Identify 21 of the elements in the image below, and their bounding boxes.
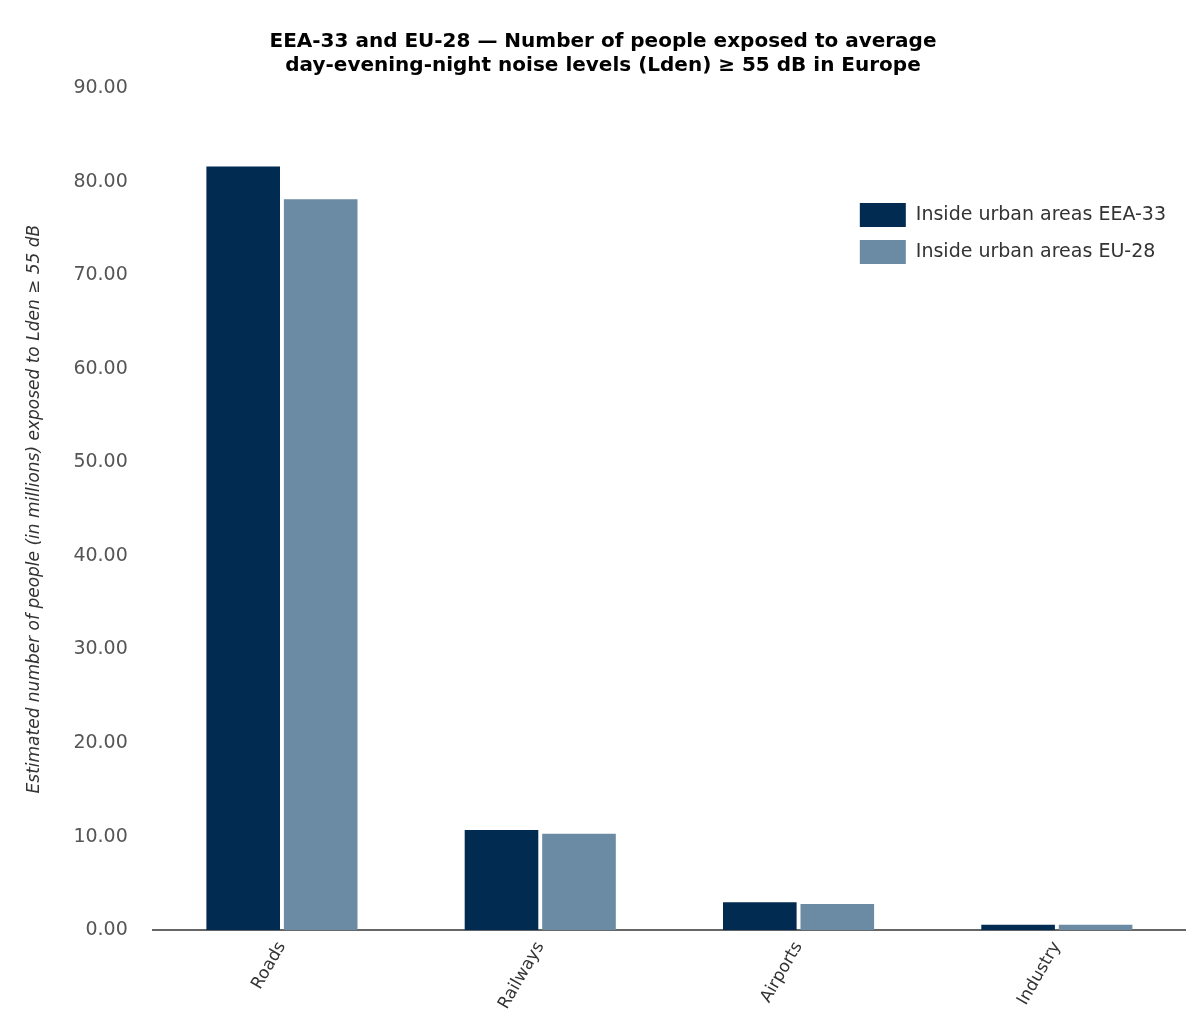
y-tick-label: 20.00 [73,730,128,753]
y-tick-label: 0.00 [85,917,128,940]
chart-title: EEA-33 and EU-28 — Number of people exposed to average day-evening-night noise levels (Lden) ≥ 55 dB in Europe [269,28,937,77]
y-tick-label: 10.00 [73,823,128,846]
y-tick-label: 90.00 [73,74,128,97]
y-tick-label: 80.00 [73,168,128,191]
y-tick-label: 60.00 [73,355,128,378]
y-axis-title: Estimated number of people (in millions) exposed to Lden ≥ 55 dB [22,224,43,794]
bar [464,830,539,931]
y-tick-label: 30.00 [73,636,128,659]
bar [283,199,358,931]
bar [800,904,875,931]
y-tick-label: 70.00 [73,262,128,285]
y-tick-label: 40.00 [73,542,128,565]
y-tick-label: 50.00 [73,449,128,472]
bar [722,902,797,931]
bar [206,166,281,931]
legend-label: Inside urban areas EU-28 [915,238,1156,261]
legend-label: Inside urban areas EEA-33 [915,201,1167,224]
bar [981,924,1055,931]
bar [542,833,616,931]
